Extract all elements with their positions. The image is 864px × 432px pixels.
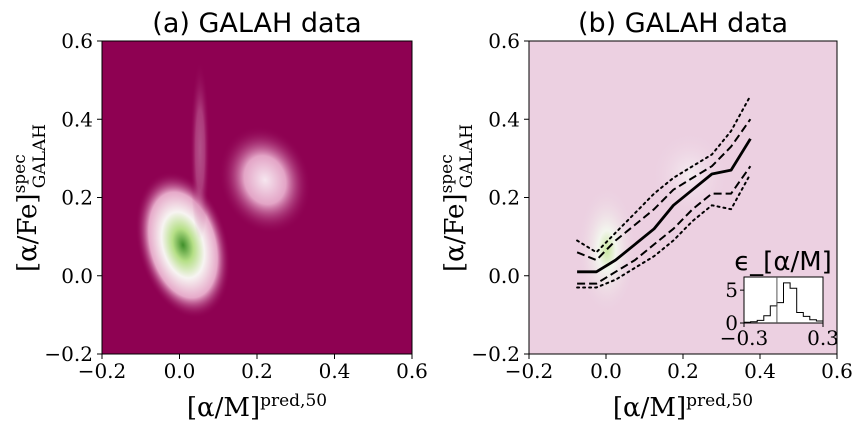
series-line-dashed <box>576 118 752 262</box>
y-tick-label: 0.4 <box>488 107 520 131</box>
y-tick-label: 0.2 <box>61 186 93 210</box>
inset-histogram-step <box>743 282 824 323</box>
xlabel-a: [α/M]pred,50 <box>187 391 327 423</box>
inset-x-tick-label: 0.3 <box>807 326 839 350</box>
density-streak <box>190 60 210 240</box>
title-a: (a) GALAH data <box>152 8 361 39</box>
inset-ticks: −0.3 0.3 0 5 <box>720 278 839 350</box>
ticks-a: −0.2 0.0 0.2 0.4 0.6 −0.2 0.0 0.2 0.4 0.6 <box>44 29 427 383</box>
percentile-lines <box>576 94 752 289</box>
background-density <box>577 130 730 315</box>
y-tick-label: −0.2 <box>44 342 93 366</box>
x-tick-label: 0.2 <box>241 359 273 383</box>
series-line-dotted <box>576 173 752 289</box>
panel-b: −0.2 0.0 0.2 0.4 0.6 −0.2 0.0 0.2 0.4 0.6 (b) GAL… <box>437 8 853 423</box>
density-blob-low-alpha-b <box>577 185 637 315</box>
x-tick-label: 0.0 <box>164 359 196 383</box>
inset-y-tick-label: 0 <box>725 311 738 335</box>
series-line-solid <box>577 138 752 274</box>
panel-a: −0.2 0.0 0.2 0.4 0.6 −0.2 0.0 0.2 0.4 0.6 (a) GAL… <box>10 8 428 423</box>
x-tick-label: 0.4 <box>744 359 776 383</box>
y-tick-label: 0.0 <box>488 264 520 288</box>
x-tick-label: 0.6 <box>821 359 853 383</box>
ylabel-b: [α/Fe]specGALAH <box>437 124 477 272</box>
inset-x-tick-label: −0.3 <box>720 326 769 350</box>
inset-title: ϵ_[α/M] <box>734 247 832 277</box>
series-line-dotted <box>576 94 752 254</box>
x-tick-label: 0.2 <box>667 359 699 383</box>
y-tick-label: 0.6 <box>488 29 520 53</box>
density-blob-high-alpha <box>218 126 312 234</box>
x-tick-label: −0.2 <box>505 359 554 383</box>
series-line-dashed <box>577 165 752 285</box>
inset-bars <box>743 277 824 323</box>
x-tick-label: 0.6 <box>396 359 428 383</box>
y-tick-label: 0.0 <box>61 264 93 288</box>
title-b: (b) GALAH data <box>578 8 788 39</box>
inset-y-tick-label: 5 <box>725 278 738 302</box>
y-tick-label: 0.2 <box>488 186 520 210</box>
ylabel-a: [α/Fe]specGALAH <box>10 124 50 272</box>
xlabel-b: [α/M]pred,50 <box>613 391 753 423</box>
density-blob-high-alpha-b <box>650 130 730 220</box>
y-tick-label: 0.4 <box>61 107 93 131</box>
ticks-b: −0.2 0.0 0.2 0.4 0.6 −0.2 0.0 0.2 0.4 0.6 <box>471 29 852 383</box>
y-tick-label: 0.6 <box>61 29 93 53</box>
inset-histogram: −0.3 0.3 0 5 ϵ_[α/M] <box>720 247 839 350</box>
heatmap-density <box>135 60 312 319</box>
y-tick-label: −0.2 <box>471 342 520 366</box>
x-tick-label: −0.2 <box>78 359 127 383</box>
x-tick-label: 0.0 <box>590 359 622 383</box>
x-tick-label: 0.4 <box>319 359 351 383</box>
